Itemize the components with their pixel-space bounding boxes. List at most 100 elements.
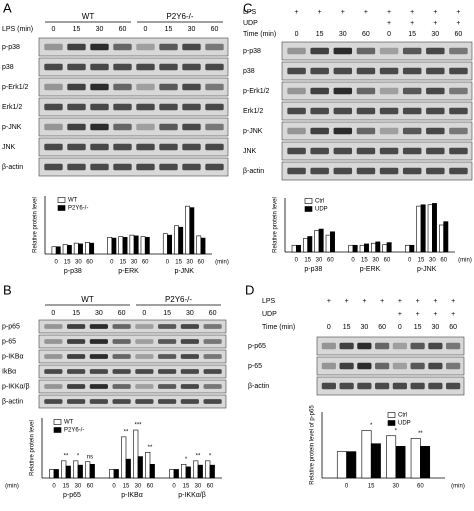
bar bbox=[348, 244, 354, 253]
blot-band bbox=[339, 342, 354, 350]
blot-band bbox=[44, 339, 63, 344]
blot-band bbox=[203, 339, 222, 344]
blot-band bbox=[158, 384, 177, 389]
legend-swatch bbox=[57, 197, 66, 203]
blot-band bbox=[449, 67, 468, 75]
bar bbox=[382, 244, 388, 253]
blot-band bbox=[310, 127, 329, 135]
bar bbox=[314, 230, 320, 253]
x-tick-label: 30 bbox=[75, 260, 82, 266]
group-label: p-p38 bbox=[304, 266, 322, 273]
blot-band bbox=[113, 143, 132, 151]
condition-cell: + bbox=[433, 298, 437, 305]
blot-band bbox=[310, 67, 329, 75]
group-label: p-ERK bbox=[360, 266, 381, 273]
bar bbox=[122, 237, 128, 255]
significance: ** bbox=[418, 431, 423, 437]
x-tick-label: 30 bbox=[372, 258, 379, 264]
condition-cell: 0 bbox=[398, 324, 402, 331]
blot-band bbox=[205, 63, 224, 71]
condition-cell: + bbox=[416, 298, 420, 305]
blot-band bbox=[203, 324, 222, 329]
x-tick-label: 0 bbox=[110, 260, 114, 266]
blot-row-label: p-IKBα bbox=[2, 353, 24, 360]
blot-row-label: β-actin bbox=[243, 168, 264, 175]
x-tick-label: 60 bbox=[440, 258, 447, 264]
condition-cell: 30 bbox=[95, 310, 103, 317]
panel-label: D bbox=[245, 282, 254, 297]
blot-band bbox=[321, 382, 336, 390]
bar bbox=[107, 237, 113, 255]
blot-band bbox=[426, 67, 445, 75]
bar bbox=[78, 243, 83, 255]
x-tick-label: 60 bbox=[147, 484, 154, 490]
blot-band bbox=[333, 127, 353, 135]
bar bbox=[420, 204, 426, 253]
x-unit: (min) bbox=[215, 260, 229, 266]
blot-band bbox=[392, 342, 407, 350]
bar bbox=[420, 446, 431, 479]
condition-label: LPS bbox=[243, 9, 257, 16]
condition-cell: 0 bbox=[295, 31, 299, 38]
condition-cell: 15 bbox=[165, 26, 173, 33]
blot-band bbox=[44, 369, 63, 374]
blot-band bbox=[356, 87, 376, 95]
condition-cell: + bbox=[416, 311, 420, 318]
significance: ** bbox=[148, 445, 153, 451]
condition-label: LPS bbox=[262, 298, 276, 305]
significance: * bbox=[209, 453, 212, 459]
blot-band bbox=[333, 167, 353, 175]
blot-band bbox=[113, 83, 132, 91]
blot-band bbox=[428, 362, 443, 370]
blot-band bbox=[44, 143, 63, 151]
blot-band bbox=[112, 369, 131, 374]
condition-cell: + bbox=[410, 20, 414, 27]
bar bbox=[346, 451, 357, 479]
blot-band bbox=[159, 83, 178, 91]
bar bbox=[61, 460, 67, 479]
legend-swatch bbox=[387, 420, 396, 426]
blot-band bbox=[446, 362, 461, 370]
bar bbox=[66, 245, 72, 255]
blot-band bbox=[44, 123, 63, 131]
blot-band bbox=[310, 147, 329, 155]
blot-row-label: p-IKKα/β bbox=[2, 383, 30, 390]
blot-row-label: β-actin bbox=[2, 164, 23, 171]
x-tick-label: 0 bbox=[54, 260, 58, 266]
bar bbox=[193, 460, 199, 479]
x-tick-label: 60 bbox=[384, 258, 391, 264]
x-tick-label: 0 bbox=[295, 258, 299, 264]
condition-label: LPS (min) bbox=[2, 26, 33, 33]
blot-strip bbox=[281, 161, 473, 181]
bar bbox=[386, 435, 397, 479]
blot-band bbox=[112, 324, 131, 329]
blot-band bbox=[113, 43, 132, 51]
blot-row-label: p38 bbox=[243, 68, 255, 75]
condition-cell: + bbox=[387, 9, 391, 16]
blot-band bbox=[135, 369, 154, 374]
x-tick-label: 15 bbox=[63, 484, 70, 490]
bar bbox=[386, 242, 392, 253]
x-unit: (min) bbox=[458, 258, 472, 264]
x-tick-label: 15 bbox=[64, 260, 71, 266]
condition-cell: + bbox=[362, 298, 366, 305]
blot-strip bbox=[38, 97, 229, 117]
condition-cell: 30 bbox=[360, 324, 368, 331]
blot-band bbox=[321, 342, 336, 350]
x-tick-label: 30 bbox=[75, 484, 82, 490]
blot-band bbox=[402, 87, 422, 95]
blot-band bbox=[182, 63, 201, 71]
bar bbox=[443, 221, 449, 253]
blot-band bbox=[112, 339, 131, 344]
blot-band bbox=[333, 147, 353, 155]
bar bbox=[73, 460, 79, 479]
x-tick-label: 60 bbox=[86, 260, 93, 266]
blot-band bbox=[426, 107, 445, 115]
bar bbox=[364, 243, 369, 253]
significance: ** bbox=[124, 429, 129, 435]
blot-band bbox=[310, 47, 329, 55]
condition-cell: 60 bbox=[362, 31, 370, 38]
x-tick-label: 60 bbox=[417, 484, 424, 490]
bar bbox=[113, 469, 119, 479]
bar bbox=[73, 242, 79, 255]
